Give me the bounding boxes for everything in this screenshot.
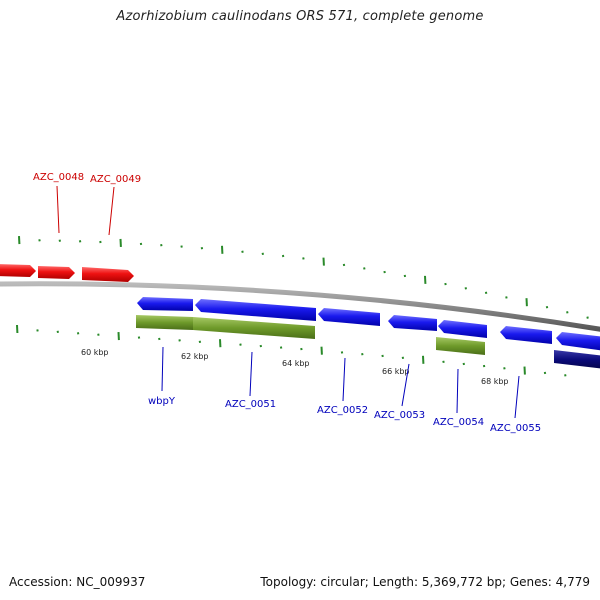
callout-line-azc-0049: [108, 186, 115, 236]
callout-line-azc-0052: [342, 357, 346, 402]
genome-backbone: [0, 281, 600, 332]
gene-arrow-azc-0048[interactable]: [38, 266, 75, 279]
gene-arrow-azc-0053[interactable]: [388, 315, 437, 331]
gene-arrow-forward[interactable]: [0, 264, 36, 277]
gene-label-azc-0049[interactable]: AZC_0049: [90, 174, 141, 185]
forward-strand-genes: [0, 264, 134, 282]
outer-tick-marks: [18, 236, 589, 319]
reverse-strand-genes: [137, 297, 600, 369]
olive-features: [136, 315, 485, 355]
topology-summary: Topology: circular; Length: 5,369,772 bp…: [260, 575, 590, 589]
olive-feature-azc-0051[interactable]: [193, 317, 315, 339]
kbp-label-62: 62 kbp: [181, 352, 209, 361]
olive-feature-wbpy[interactable]: [136, 315, 193, 330]
gene-label-azc-0055[interactable]: AZC_0055: [490, 423, 541, 434]
gene-label-azc-0053[interactable]: AZC_0053: [374, 410, 425, 421]
callout-line-azc-0051: [249, 351, 253, 397]
gene-arrow-azc-0054[interactable]: [438, 320, 487, 338]
gene-arrow-azc-0051[interactable]: [195, 299, 316, 321]
gene-dark-feature[interactable]: [554, 350, 600, 369]
kbp-labels: 60 kbp 62 kbp 64 kbp 66 kbp 68 kbp: [81, 348, 509, 386]
gene-label-azc-0054[interactable]: AZC_0054: [433, 417, 484, 428]
callout-line-azc-0053: [401, 363, 410, 407]
gene-label-azc-0048[interactable]: AZC_0048: [33, 172, 84, 183]
genome-title: Azorhizobium caulinodans ORS 571, comple…: [116, 9, 484, 24]
reverse-gene-callouts: wbpY AZC_0051 AZC_0052 AZC_0053 AZC_0054…: [148, 346, 541, 434]
forward-gene-callouts: AZC_0048 AZC_0049: [33, 172, 141, 236]
kbp-label-66: 66 kbp: [382, 367, 410, 376]
accession-text: Accession: NC_009937: [9, 575, 146, 589]
kbp-label-60: 60 kbp: [81, 348, 109, 357]
gene-arrow-wbpy[interactable]: [137, 297, 193, 311]
inner-tick-marks: [16, 324, 567, 377]
gene-arrow-azc-0049[interactable]: [82, 267, 134, 282]
callout-line-azc-0048: [56, 185, 60, 234]
callout-line-azc-0054: [456, 368, 459, 414]
gene-arrow-partial[interactable]: [556, 332, 600, 351]
callout-line-azc-0055: [514, 375, 520, 419]
callout-line-wbpy: [161, 346, 164, 392]
olive-feature-azc-0054[interactable]: [436, 337, 485, 355]
kbp-label-64: 64 kbp: [282, 359, 310, 368]
gene-label-azc-0052[interactable]: AZC_0052: [317, 405, 368, 416]
gene-arrow-azc-0055[interactable]: [500, 326, 552, 344]
gene-arrow-azc-0052[interactable]: [318, 308, 380, 326]
gene-label-wbpy[interactable]: wbpY: [148, 396, 176, 407]
kbp-label-68: 68 kbp: [481, 377, 509, 386]
gene-label-azc-0051[interactable]: AZC_0051: [225, 399, 276, 410]
